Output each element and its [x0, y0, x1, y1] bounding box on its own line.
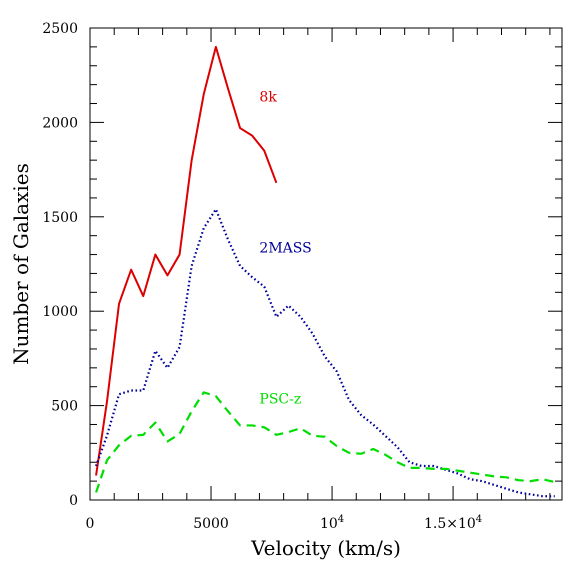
series-label-psc-z: PSC-z [259, 392, 301, 408]
y-tick-label: 2500 [42, 21, 78, 37]
series-labels-layer: 8k 2MASS PSC-z [259, 90, 311, 408]
x-axis-title: Velocity (km/s) [250, 536, 401, 560]
x-tick-label-text: 0 [86, 516, 95, 532]
series-label-8k: 8k [259, 90, 277, 106]
y-tick-label: 0 [69, 493, 78, 509]
y-tick-label: 1000 [42, 304, 78, 320]
x-tick-label-text: 1.5×10 [424, 516, 476, 532]
ticks-layer [89, 27, 562, 501]
x-tick-label-superscript: 4 [338, 514, 344, 525]
y-axis-title: Number of Galaxies [9, 163, 33, 365]
plot-frame [89, 27, 563, 501]
x-tick-label: 1.5×104 [424, 514, 482, 532]
series-line-psc-z [95, 391, 555, 493]
series-layer [95, 45, 555, 498]
x-tick-label-text: 5000 [193, 516, 229, 532]
y-tick-label: 500 [51, 399, 78, 415]
series-line-8k [95, 45, 278, 476]
series-line-2mass [95, 208, 555, 498]
x-tick-label-superscript: 4 [476, 514, 482, 525]
series-label-2mass: 2MASS [259, 241, 311, 257]
x-tick-label: 0 [86, 516, 95, 532]
axes-frame-layer [89, 27, 563, 501]
y-tick-label: 1500 [42, 210, 78, 226]
x-tick-label: 104 [320, 514, 344, 532]
x-tick-label: 5000 [193, 516, 229, 532]
x-tick-label-text: 10 [320, 516, 338, 532]
y-tick-label: 2000 [42, 115, 78, 131]
